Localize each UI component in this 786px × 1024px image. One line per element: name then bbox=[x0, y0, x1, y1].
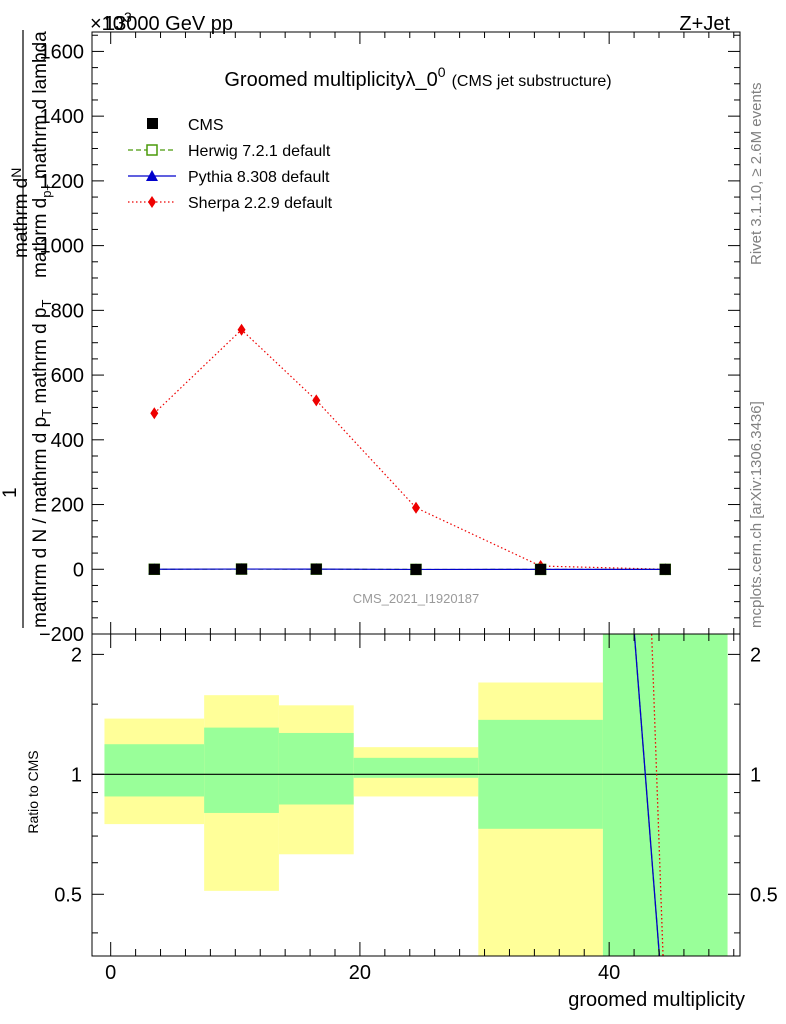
ratio-band-inner bbox=[104, 744, 205, 797]
data-point-sherpa bbox=[237, 323, 246, 336]
rivet-label: Rivet 3.1.10, ≥ 2.6M events bbox=[748, 83, 765, 266]
top-ytick-label: 1600 bbox=[40, 41, 85, 63]
legend: CMS Herwig 7.2.1 default Pythia 8.308 de… bbox=[128, 117, 333, 212]
ratio-xtick-label: 40 bbox=[598, 962, 620, 984]
ylabel-denominator: mathrm d N / mathrm d pT mathrm d pT bbox=[30, 300, 54, 629]
chart-title: Groomed multiplicityλ_00(CMS jet substru… bbox=[224, 64, 611, 91]
top-ytick-label: 400 bbox=[51, 430, 84, 452]
ratio-xtick-label: 0 bbox=[105, 962, 116, 984]
ratio-ytick-label-right: 1 bbox=[750, 764, 761, 786]
ylabel-one: 1 bbox=[0, 487, 21, 498]
data-point-cms bbox=[410, 563, 422, 575]
top-ytick-label: 800 bbox=[51, 300, 84, 322]
top-y-axis-label: mathrm dN 1 mathrm d N / mathrm d pT mat… bbox=[0, 30, 57, 628]
data-point-sherpa bbox=[412, 501, 420, 514]
top-ytick-label: 600 bbox=[51, 365, 84, 387]
legend-label-cms: CMS bbox=[188, 117, 224, 134]
ylabel-garbled: mathrm dpT mathrm d lambda bbox=[30, 31, 57, 278]
ratio-ytick-label-right: 0.5 bbox=[750, 884, 778, 906]
legend-entry-cms: CMS bbox=[147, 117, 224, 134]
ratio-band-inner bbox=[602, 634, 728, 956]
top-series-group bbox=[148, 323, 672, 576]
ratio-ytick-label-left: 0.5 bbox=[54, 884, 82, 906]
ratio-bands bbox=[104, 634, 728, 956]
ratio-line-pythia bbox=[633, 634, 661, 956]
legend-marker-pythia bbox=[146, 170, 158, 181]
legend-marker-sherpa bbox=[148, 196, 156, 208]
legend-label-herwig: Herwig 7.2.1 default bbox=[188, 143, 331, 160]
main-plot-panel: −200 0 200 400 600 800 1000 1200 1400 1600 Groome… bbox=[39, 31, 741, 646]
data-point-cms bbox=[535, 563, 547, 575]
ratio-line-sherpa bbox=[651, 634, 664, 956]
energy-label: 13000 GeV pp bbox=[104, 13, 233, 35]
top-axis-ticks: −200 0 200 400 600 800 1000 1200 1400 1600 bbox=[39, 32, 740, 646]
series-line-sherpa bbox=[153, 328, 666, 570]
process-label: Z+Jet bbox=[679, 13, 730, 35]
data-point-cms bbox=[236, 563, 248, 575]
ylabel-numerator: mathrm dN bbox=[8, 168, 32, 258]
top-ytick-label: 1000 bbox=[40, 236, 85, 258]
exponent-label: ×103 bbox=[90, 9, 132, 35]
top-ytick-label: 1400 bbox=[40, 106, 85, 128]
ratio-plot-frame bbox=[91, 633, 741, 957]
legend-entry-sherpa: Sherpa 2.2.9 default bbox=[128, 195, 333, 212]
legend-label-sherpa: Sherpa 2.2.9 default bbox=[188, 195, 333, 212]
ratio-y-axis-label: Ratio to CMS bbox=[25, 750, 41, 833]
ratio-xtick-label: 20 bbox=[349, 962, 371, 984]
data-point-sherpa bbox=[150, 407, 159, 420]
ratio-ytick-label-right: 2 bbox=[750, 644, 761, 666]
top-ytick-label: 200 bbox=[51, 495, 84, 517]
top-ytick-label: 1200 bbox=[40, 171, 85, 193]
top-ytick-label: 0 bbox=[73, 559, 84, 581]
legend-label-pythia: Pythia 8.308 default bbox=[188, 169, 330, 186]
ratio-plot-panel: 0.5 0.51 12 20 20 40 Ratio to CMS groomed mul… bbox=[25, 633, 778, 1011]
legend-marker-herwig bbox=[146, 144, 158, 156]
legend-marker-cms bbox=[147, 118, 158, 129]
mcplots-label: mcplots.cern.ch [arXiv:1306.3436] bbox=[748, 401, 765, 628]
x-axis-label: groomed multiplicity bbox=[568, 989, 745, 1011]
legend-entry-herwig: Herwig 7.2.1 default bbox=[128, 143, 331, 160]
ratio-band-inner bbox=[278, 732, 354, 805]
top-ytick-label: −200 bbox=[39, 624, 84, 646]
data-point-cms bbox=[148, 563, 160, 575]
analysis-label: CMS_2021_I1920187 bbox=[353, 591, 480, 606]
data-point-sherpa bbox=[312, 394, 321, 407]
ratio-lines bbox=[92, 634, 740, 956]
ratio-band-inner bbox=[353, 757, 479, 778]
ratio-ytick-label-left: 2 bbox=[71, 644, 82, 666]
ratio-axis-ticks: 0.5 0.51 12 20 20 40 bbox=[54, 634, 778, 984]
ratio-ytick-label-left: 1 bbox=[71, 764, 82, 786]
legend-entry-pythia: Pythia 8.308 default bbox=[128, 169, 330, 186]
data-point-cms bbox=[310, 563, 322, 575]
ratio-band-inner bbox=[204, 727, 279, 813]
data-point-cms bbox=[659, 563, 671, 575]
